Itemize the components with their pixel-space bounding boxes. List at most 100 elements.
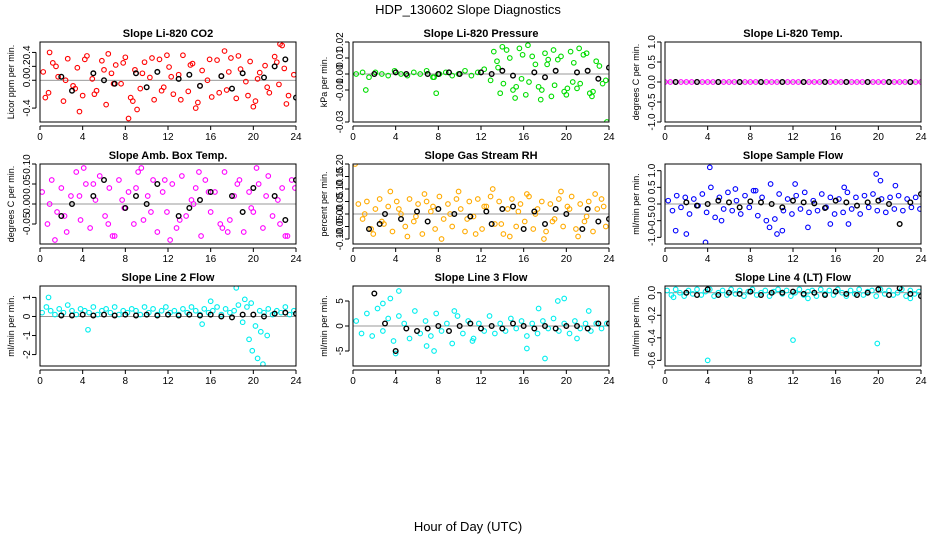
sample-point: [466, 198, 473, 205]
mean-point: [414, 328, 421, 335]
sample-point: [224, 229, 231, 235]
sample-point: [513, 83, 520, 90]
x-axis-label: Hour of Day (UTC): [414, 519, 522, 534]
sample-point: [432, 226, 438, 232]
y-tick-label: -1.0: [647, 113, 658, 131]
sample-point: [122, 54, 129, 61]
mean-point: [747, 288, 754, 295]
sample-point: [140, 217, 147, 223]
sample-point: [76, 108, 83, 115]
sample-point: [253, 165, 260, 171]
mean-point: [520, 323, 527, 330]
y-tick-label: 0.0: [647, 285, 658, 299]
sample-point: [103, 306, 109, 312]
mean-point: [843, 78, 850, 85]
mean-point: [250, 311, 257, 318]
x-tick-label: 0: [37, 376, 43, 387]
y-tick-label: -0.05: [22, 212, 33, 235]
sample-point: [767, 181, 774, 187]
mean-point: [542, 220, 549, 227]
sample-point: [667, 79, 674, 85]
mean-point: [196, 196, 203, 203]
sample-point: [49, 60, 56, 66]
mean-point: [435, 205, 442, 212]
sample-point: [550, 315, 557, 322]
sample-point: [779, 227, 786, 234]
mean-point: [736, 290, 743, 297]
mean-point: [768, 289, 775, 296]
sample-point: [583, 213, 590, 220]
sample-point: [877, 177, 884, 184]
data-points: [665, 78, 921, 85]
mean-point: [704, 200, 711, 207]
mean-point: [683, 289, 690, 296]
sample-point: [227, 217, 233, 223]
sample-point: [500, 231, 507, 237]
sample-point: [277, 221, 283, 227]
y-tick-label: -0.01: [335, 78, 346, 101]
sample-point: [792, 181, 798, 187]
chart-panel: Slope Gas Stream RH 0 4 8 12 16 20 24 -0.10-0.05…: [319, 150, 615, 265]
mean-point: [239, 208, 246, 215]
sample-point: [481, 203, 488, 210]
data-points: [353, 288, 609, 362]
x-tick-label: 16: [830, 254, 842, 265]
mean-point: [111, 312, 118, 319]
chart-panel: Slope Li-820 CO2 0 4 8 12 16 20 24 -0.4 0.00.20.4…: [6, 28, 302, 143]
x-tick-label: 8: [748, 376, 754, 387]
sample-point: [715, 289, 722, 296]
mean-point: [424, 218, 431, 225]
mean-point: [154, 312, 161, 319]
x-tick-label: 12: [162, 132, 174, 143]
y-tick-label: 1.0: [647, 35, 658, 49]
sample-point: [518, 75, 525, 82]
sample-point: [353, 164, 358, 167]
sample-point: [805, 224, 811, 231]
sample-point: [712, 214, 718, 221]
sample-point: [207, 298, 214, 305]
y-axis-label: Licor ppm per min.: [6, 45, 16, 120]
sample-point: [891, 206, 898, 212]
mean-point: [726, 199, 733, 206]
sample-point: [285, 92, 292, 99]
mean-point: [371, 70, 378, 77]
mean-point: [186, 71, 193, 78]
mean-point: [918, 293, 921, 300]
sample-point: [564, 85, 571, 92]
sample-point: [575, 233, 581, 240]
y-tick-label: 0.10: [22, 154, 33, 174]
mean-point: [579, 225, 586, 232]
mean-point: [451, 210, 458, 217]
sample-point: [732, 186, 739, 192]
sample-point: [490, 48, 497, 55]
mean-point: [715, 292, 722, 299]
plot-frame: [39, 285, 297, 367]
sample-point: [372, 206, 379, 212]
sample-point: [262, 62, 268, 69]
sample-point: [568, 193, 575, 200]
y-tick-label: 0.05: [335, 191, 346, 211]
data-points: [665, 286, 921, 364]
mean-point: [864, 78, 871, 85]
sample-point: [374, 305, 381, 312]
y-tick-label: -1.0: [647, 228, 658, 246]
mean-point: [175, 212, 182, 219]
sample-point: [63, 229, 70, 235]
sample-point: [199, 67, 205, 74]
sample-point: [706, 286, 713, 293]
sample-point: [177, 96, 184, 103]
mean-point: [704, 286, 711, 293]
x-tick-label: 12: [787, 254, 799, 265]
mean-point: [143, 84, 150, 91]
panel-title: Slope Li-820 Pressure: [424, 28, 539, 40]
sample-point: [54, 209, 60, 215]
sample-point: [742, 79, 748, 85]
sample-point: [472, 231, 479, 237]
sample-point: [107, 309, 114, 316]
sample-point: [158, 307, 165, 314]
sample-point: [353, 318, 360, 324]
plot-frame: [352, 163, 610, 245]
x-tick-label: 12: [475, 132, 487, 143]
sample-point: [428, 333, 434, 339]
mean-point: [478, 325, 485, 332]
